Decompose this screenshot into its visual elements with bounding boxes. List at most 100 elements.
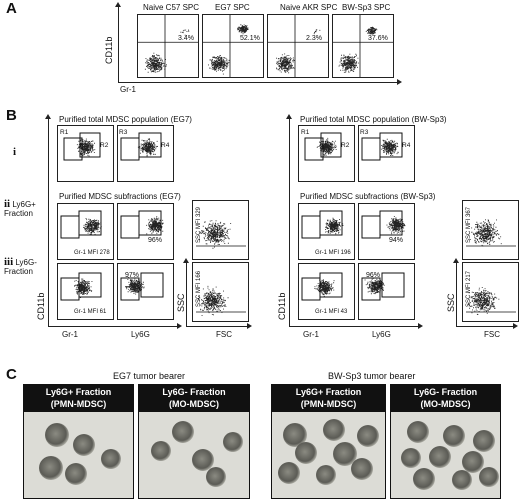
b-left-ly6g-pos-percent: 96% (148, 237, 163, 244)
b-left-gr1-mfi-pos: Gr-1 MFI 278 (74, 250, 110, 256)
b-left-gate-r1: R1 (60, 129, 69, 136)
c-bw-pmn-panel: Ly6G+ Fraction (PMN-MDSC) (271, 384, 386, 499)
cell (65, 463, 88, 486)
b-right-ssc-arrow (453, 258, 459, 326)
b-right-y-arrow (286, 114, 292, 326)
c-bw-mo-header: Ly6G- Fraction (MO-MDSC) (391, 385, 500, 412)
flow-plot-naive-akr (267, 14, 329, 78)
c-eg7-mo-panel: Ly6G- Fraction (MO-MDSC) (138, 384, 250, 499)
cell (277, 462, 300, 485)
b-right-fsc-arrow (456, 323, 518, 329)
b-left-gr1-mfi-neg: Gr-1 MFI 61 (74, 309, 107, 315)
dot-cloud (195, 285, 229, 316)
c-eg7-pmn-panel: Ly6G+ Fraction (PMN-MDSC) (23, 384, 134, 499)
panel-a-x-arrow (118, 79, 402, 85)
dot-cloud (268, 15, 328, 77)
b-right-sub-title: Purified MDSC subfractions (BW-Sp3) (300, 192, 436, 201)
b-right-total-title: Purified total MDSC population (BW-Sp3) (300, 115, 447, 124)
plot-a1-title: Naive C57 SPC (143, 3, 200, 12)
b-left-ssc-mfi-pos: SSC MFI 329 (196, 206, 202, 243)
b-right-fsc-label: FSC (484, 330, 500, 339)
b-right-ssc-label: SSC (446, 293, 456, 312)
b-left-gate-r2: R2 (100, 142, 109, 149)
cell (479, 466, 500, 487)
b-left-ssc-mfi-neg: SSC MFI 166 (196, 270, 202, 307)
b-left-x-label-gr1: Gr-1 (62, 330, 78, 339)
b-right-gate-r3: R3 (360, 129, 369, 136)
dot-cloud (468, 287, 500, 315)
c-bw-pmn-header: Ly6G+ Fraction (PMN-MDSC) (272, 385, 385, 412)
c-eg7-mo-header: Ly6G- Fraction (MO-MDSC) (139, 385, 249, 412)
cell (429, 445, 452, 468)
dot-cloud (333, 15, 393, 77)
b-left-x-label-ly6g: Ly6G (131, 330, 150, 339)
b-right-x-label-ly6g: Ly6G (372, 330, 391, 339)
flow-plot-naive-c57 (137, 14, 199, 78)
panel-a-x-label: Gr-1 (120, 85, 136, 94)
b-right-gate-r4: R4 (402, 142, 411, 149)
b-left-total-title: Purified total MDSC population (EG7) (59, 115, 192, 124)
b-right-gate-r1: R1 (301, 129, 310, 136)
cell (151, 440, 171, 461)
dot-cloud (386, 216, 406, 235)
b-right-gr1-mfi-pos: Gr-1 MFI 196 (315, 250, 351, 256)
b-right-ssc-mfi-neg: SSC MFI 217 (466, 270, 472, 307)
b-left-gate-r4: R4 (161, 142, 170, 149)
cell (351, 457, 374, 480)
cell (44, 423, 69, 448)
b-left-x-arrow (48, 323, 182, 329)
flow-plot-eg7 (202, 14, 264, 78)
dot-cloud (469, 219, 502, 247)
b-right-x-label-gr1: Gr-1 (303, 330, 319, 339)
b-right-gate-r2: R2 (341, 142, 350, 149)
plot-a2-title: EG7 SPC (215, 3, 250, 12)
cell (222, 431, 243, 452)
cell (101, 449, 122, 470)
row-i-label: i (13, 146, 17, 158)
plot-a1-percent: 3.4% (178, 35, 194, 42)
dot-cloud (138, 15, 198, 77)
panel-label-b: B (6, 107, 17, 124)
b-right-gr1-mfi-neg: Gr-1 MFI 43 (315, 309, 348, 315)
dot-cloud (146, 216, 164, 235)
panel-label-a: A (6, 0, 17, 17)
row-ii-label: ii Ly6G+ Fraction (4, 198, 36, 219)
cell (400, 447, 421, 468)
c-eg7-title: EG7 tumor bearer (113, 371, 186, 381)
plot-a3-title: Naive AKR SPC (280, 3, 338, 12)
cell (407, 421, 430, 444)
panel-a-y-arrow (115, 2, 121, 82)
b-left-pos-ssc-plot (192, 200, 249, 260)
c-eg7-pmn-header: Ly6G+ Fraction (PMN-MDSC) (24, 385, 133, 412)
cell (294, 442, 317, 465)
b-right-ssc-mfi-pos: SSC MFI 367 (466, 206, 472, 243)
dot-cloud (199, 220, 232, 249)
cell (316, 464, 337, 485)
cell (191, 449, 214, 472)
plot-a2-percent: 52.1% (240, 35, 260, 42)
c-bw-mo-panel: Ly6G- Fraction (MO-MDSC) (390, 384, 501, 499)
panel-label-c: C (6, 366, 17, 383)
cell (443, 424, 466, 447)
cell (357, 424, 380, 447)
cell (206, 466, 226, 487)
cell (451, 470, 472, 491)
cell (323, 418, 346, 441)
cell (172, 421, 194, 444)
c-bw-title: BW-Sp3 tumor bearer (328, 371, 416, 381)
b-left-sub-title: Purified MDSC subfractions (EG7) (59, 192, 181, 201)
plot-a4-title: BW-Sp3 SPC (342, 3, 391, 12)
plot-a3-percent: 2.3% (306, 35, 322, 42)
cell (72, 433, 95, 456)
b-left-ssc-arrow (183, 258, 189, 326)
cell (412, 468, 435, 491)
cell (461, 451, 484, 474)
dot-cloud (203, 15, 263, 77)
panel-a-y-label: CD11b (104, 36, 114, 64)
b-right-pos-ly6g-plot (358, 203, 415, 260)
plot-a4-percent: 37.6% (368, 35, 388, 42)
row-iii-label: iii Ly6G- Fraction (4, 256, 37, 277)
b-right-pos-ssc-plot (462, 200, 519, 260)
flow-plot-bw-sp3 (332, 14, 394, 78)
b-left-gate-r3: R3 (119, 129, 128, 136)
